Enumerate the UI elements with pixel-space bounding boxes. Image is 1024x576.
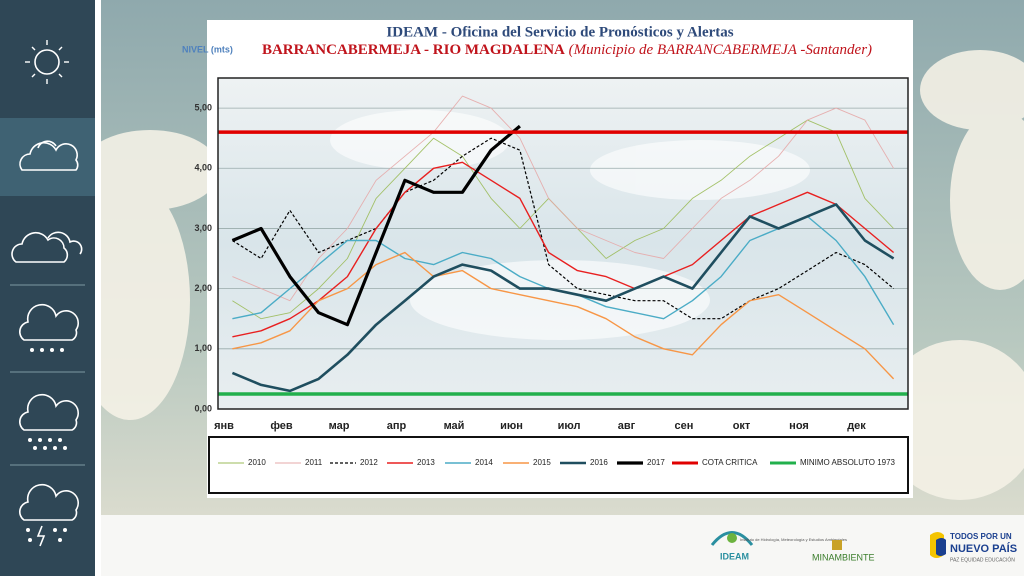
subtitle: BARRANCABERMEJA - RIO MAGDALENA [262, 42, 565, 58]
footer-band [0, 515, 1024, 576]
legend: 2010 2011 2012 2013 2014 2015 2016 2017 COTA CRI… [218, 458, 896, 467]
x-tick-label: янв [214, 420, 234, 432]
sidebar-border [95, 0, 101, 576]
series-line [231, 124, 521, 327]
ministry-logo: MINAMBIENTE [812, 552, 875, 562]
legend-label: MINIMO ABSOLUTO 1973 [800, 458, 896, 467]
legend-label: 2011 [305, 458, 323, 467]
series-line [232, 161, 895, 338]
legend-label: 2015 [533, 458, 551, 467]
sidebar-selected [0, 118, 95, 196]
y-axis-label: NIVEL (mts) [182, 44, 233, 54]
x-tick-label: окт [733, 420, 751, 432]
y-tick-label: 5,00 [194, 102, 212, 112]
legend-label: 2013 [417, 458, 435, 467]
legend-label: 2016 [590, 458, 608, 467]
series-line [232, 251, 895, 380]
rain-drops [26, 348, 67, 542]
chart-title: IDEAM - Oficina del Servicio de Pronósti… [386, 24, 733, 40]
series-line [231, 203, 895, 393]
y-tick-label: 2,00 [194, 283, 212, 293]
sidebar-dividers [10, 284, 85, 466]
legend-box [208, 436, 909, 494]
x-tick-label: авг [618, 420, 636, 432]
y-tick-label: 3,00 [194, 223, 212, 233]
plot-clouds [330, 110, 810, 340]
x-tick-label: фев [270, 420, 293, 432]
gov-motto: PAZ EQUIDAD EDUCACIÓN [950, 556, 1015, 563]
footer-logos: IDEAM Instituto de Hidrología, Meteorolo… [710, 531, 1017, 563]
gov-line2: NUEVO PAÍS [950, 542, 1017, 555]
series-line [232, 95, 894, 302]
plot-area [218, 78, 908, 409]
ideam-logo: IDEAM [720, 551, 749, 561]
ideam-detail: Instituto de Hidrología, Meteorología y … [740, 537, 847, 542]
legend-label: COTA CRITICA [702, 458, 758, 467]
legend-label: 2017 [647, 458, 665, 467]
sidebar [0, 0, 95, 576]
x-tick-label: мар [329, 420, 350, 432]
plot: 0,00 1,00 2,00 3,00 4,00 5,00 янв фев мар апр май и… [194, 95, 908, 432]
x-tick-label: июл [558, 420, 581, 432]
legend-label: 2010 [248, 458, 266, 467]
x-tick-label: дек [847, 420, 866, 432]
x-tick-label: апр [387, 420, 407, 432]
gov-line1: TODOS POR UN [950, 532, 1012, 541]
chart-subtitle: BARRANCABERMEJA - RIO MAGDALENA (Municip… [262, 42, 872, 58]
legend-label: 2012 [360, 458, 378, 467]
x-tick-label: май [444, 420, 465, 432]
x-tick-label: ноя [789, 420, 809, 432]
series-line [232, 137, 894, 320]
y-tick-label: 4,00 [194, 163, 212, 173]
x-tick-label: июн [500, 420, 523, 432]
plot-frame [217, 77, 909, 410]
subtitle-detail: (Municipio de BARRANCABERMEJA -Santander… [569, 42, 872, 58]
y-tick-label: 0,00 [194, 403, 212, 413]
weather-icons [11, 40, 83, 547]
legend-label: 2014 [475, 458, 493, 467]
y-tick-label: 1,00 [194, 343, 212, 353]
x-tick-label: сен [675, 420, 694, 432]
